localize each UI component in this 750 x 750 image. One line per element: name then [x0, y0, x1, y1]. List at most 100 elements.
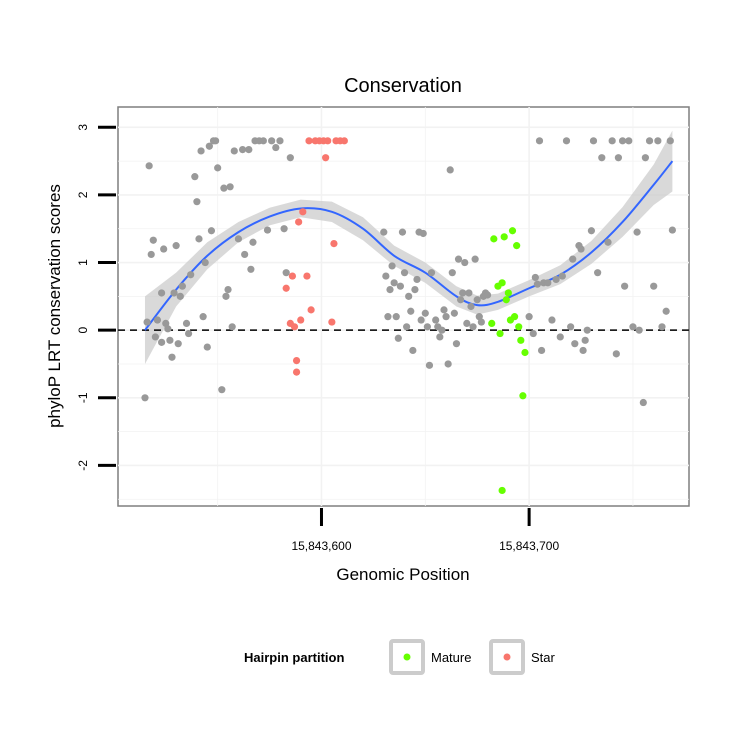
point-other — [621, 282, 629, 290]
point-other — [259, 137, 267, 145]
loess-trend-line — [144, 160, 674, 331]
point-other — [612, 350, 620, 358]
point-other — [421, 309, 429, 317]
point-other — [639, 398, 647, 407]
point-other — [409, 346, 417, 355]
series-mature — [488, 227, 529, 495]
point-other — [151, 333, 159, 341]
point-other — [263, 226, 272, 234]
point-star — [295, 218, 303, 226]
point-mature — [488, 319, 496, 328]
point-other — [203, 343, 211, 351]
point-other — [475, 313, 483, 321]
point-other — [276, 137, 284, 145]
point-other — [164, 325, 172, 333]
point-other — [176, 292, 184, 300]
point-other — [158, 289, 166, 297]
point-other — [286, 154, 294, 162]
point-other — [174, 340, 182, 348]
point-other — [280, 225, 288, 233]
point-other — [483, 291, 492, 299]
point-other — [556, 333, 564, 341]
point-other — [666, 137, 674, 145]
legend-title: Hairpin partition — [244, 650, 344, 665]
point-other — [562, 137, 571, 145]
point-other — [380, 228, 388, 236]
point-other — [533, 280, 542, 288]
legend-item-mature: Mature — [389, 639, 471, 675]
point-other — [268, 137, 276, 145]
point-other — [438, 326, 446, 334]
point-other — [247, 265, 255, 273]
point-other — [184, 329, 193, 338]
point-other — [544, 279, 552, 287]
point-mature — [508, 227, 517, 235]
point-other — [178, 282, 186, 290]
point-other — [579, 346, 587, 355]
point-mature — [510, 313, 519, 321]
point-star — [340, 137, 348, 145]
y-tick-label: 2 — [76, 191, 90, 198]
point-other — [403, 323, 411, 331]
point-other — [282, 269, 290, 277]
point-other — [400, 269, 409, 277]
point-star — [288, 272, 297, 280]
x-axis: 15,843,600 15,843,700 — [291, 508, 559, 553]
point-other — [153, 316, 162, 324]
point-other — [473, 296, 481, 304]
point-other — [567, 323, 575, 331]
scatter-points — [141, 137, 676, 495]
point-other — [662, 307, 670, 315]
point-other — [525, 313, 533, 321]
point-other — [141, 394, 149, 402]
plot-panel — [117, 106, 690, 507]
y-tick-label: 1 — [76, 259, 90, 266]
point-other — [633, 228, 641, 236]
point-star — [307, 306, 315, 314]
point-other — [147, 250, 155, 259]
point-other — [467, 302, 475, 311]
point-other — [191, 173, 199, 181]
point-other — [249, 238, 257, 246]
point-other — [211, 137, 220, 145]
point-other — [398, 228, 407, 236]
point-other — [182, 319, 191, 328]
point-other — [419, 229, 427, 238]
point-other — [228, 323, 236, 331]
point-other — [193, 198, 201, 206]
point-mature — [519, 392, 527, 400]
point-other — [465, 289, 473, 297]
point-other — [625, 137, 633, 145]
point-other — [635, 326, 643, 334]
point-other — [224, 285, 232, 294]
y-tick-label: 0 — [76, 327, 90, 334]
point-mature — [490, 235, 498, 243]
point-other — [160, 245, 168, 253]
point-other — [201, 258, 209, 267]
point-other — [598, 154, 606, 162]
point-other — [629, 323, 637, 331]
legend-item-star: Star — [489, 639, 556, 675]
point-other — [446, 166, 454, 174]
point-other — [388, 262, 396, 270]
point-other — [457, 296, 465, 304]
legend-marker-star — [503, 653, 511, 661]
y-axis: -2 -1 0 1 2 3 — [76, 124, 116, 471]
y-tick-label: -1 — [76, 392, 90, 403]
point-mature — [502, 296, 510, 304]
point-other — [444, 360, 452, 368]
point-other — [650, 282, 658, 290]
y-axis-title: phyloP LRT conservation scores — [45, 184, 64, 428]
point-star — [292, 357, 301, 365]
x-axis-title: Genomic Position — [336, 565, 469, 584]
legend-marker-mature — [403, 653, 411, 661]
point-mature — [517, 336, 525, 344]
point-other — [668, 226, 676, 234]
point-other — [392, 313, 400, 321]
point-other — [535, 137, 544, 145]
point-other — [158, 338, 166, 346]
point-other — [454, 255, 463, 263]
point-other — [450, 309, 458, 317]
point-star — [297, 316, 305, 324]
point-other — [222, 292, 230, 300]
